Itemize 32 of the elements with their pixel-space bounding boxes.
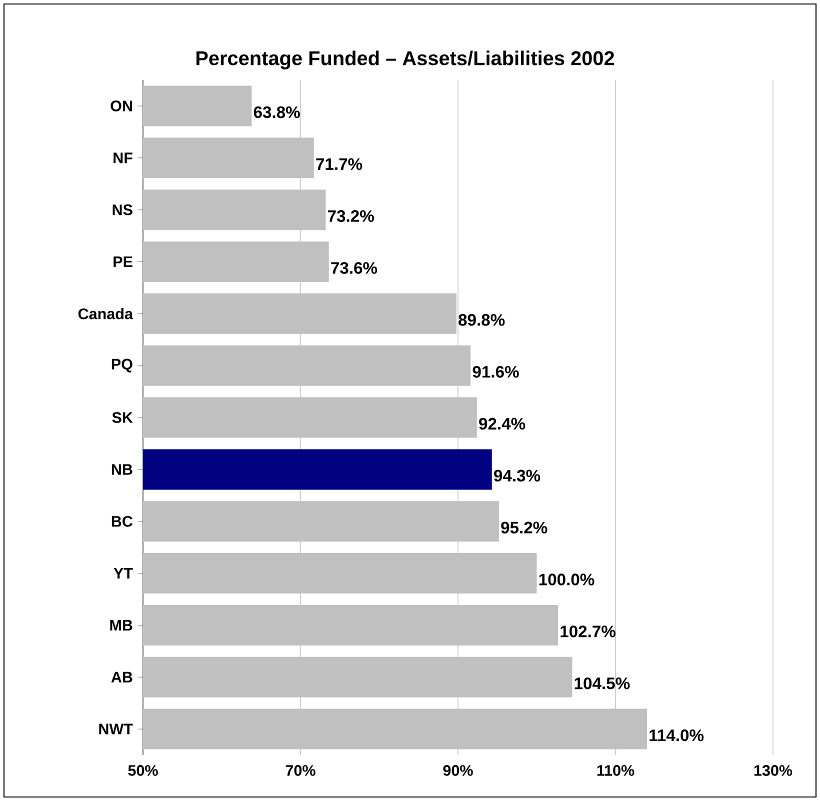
- data-label: 73.2%: [328, 210, 374, 222]
- x-tick-label: 50%: [128, 765, 158, 776]
- y-tick-label: PE: [114, 256, 132, 267]
- data-label: 73.6%: [331, 262, 378, 274]
- data-label: 91.6%: [472, 366, 519, 378]
- x-tick-label: 110%: [597, 765, 634, 776]
- data-label: 104.5%: [574, 677, 630, 690]
- y-tick-label: PQ: [112, 358, 132, 372]
- data-label: 114.0%: [650, 729, 704, 742]
- data-label: 89.8%: [458, 314, 505, 326]
- data-label: 63.8%: [254, 106, 300, 118]
- y-tick-label: MB: [110, 620, 132, 630]
- y-tick-label: NF: [114, 152, 132, 164]
- data-label: 100.0%: [539, 574, 594, 586]
- y-tick-label: Canada: [78, 308, 134, 320]
- y-tick-label: ON: [110, 100, 132, 112]
- y-tick-label: NWT: [99, 724, 133, 734]
- data-label: 102.7%: [560, 626, 616, 638]
- x-tick-label: 130%: [754, 765, 792, 776]
- y-tick-label: YT: [114, 568, 133, 579]
- x-tick-label: 90%: [443, 765, 473, 776]
- data-label: 95.2%: [501, 522, 548, 534]
- data-label: 92.4%: [479, 418, 526, 430]
- y-tick-label: BC: [112, 516, 133, 527]
- data-label: 71.7%: [316, 158, 362, 170]
- chart-title: Percentage Funded – Assets/Liabilities 2002: [196, 50, 614, 70]
- data-label: 94.3%: [494, 470, 540, 482]
- y-tick-label: AB: [111, 672, 132, 682]
- y-tick-label: NS: [112, 204, 132, 216]
- y-tick-label: SK: [112, 412, 133, 423]
- y-tick-label: NB: [112, 464, 132, 475]
- x-tick-label: 70%: [286, 765, 316, 776]
